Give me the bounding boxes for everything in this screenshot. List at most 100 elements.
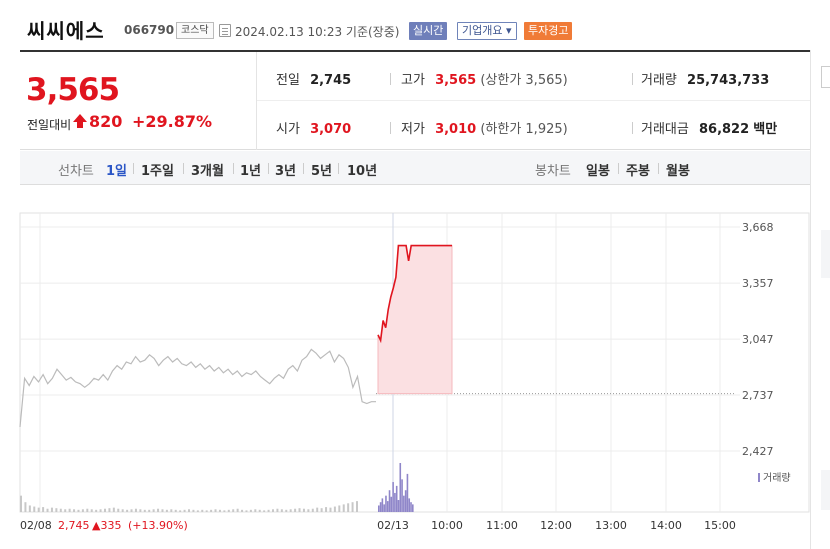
volume-bar xyxy=(249,509,252,512)
open-value: 3,070 xyxy=(310,122,352,137)
volume-bar xyxy=(399,463,402,512)
volume-bar xyxy=(403,495,405,512)
volume-bar xyxy=(81,509,84,512)
volume-bar xyxy=(272,509,274,512)
volume-bar xyxy=(379,502,382,512)
prev-close-cell: 전일 2,745 xyxy=(276,69,351,88)
volume-bar xyxy=(121,509,124,512)
low-value: 3,010 xyxy=(435,122,477,137)
realtime-button[interactable]: 실시간 xyxy=(409,22,448,40)
tab-divider xyxy=(268,163,269,174)
x-tick-label: 13:00 xyxy=(595,519,627,532)
open-cell: 시가 3,070 xyxy=(276,118,351,137)
volume-bar xyxy=(33,506,36,512)
volume-bar xyxy=(223,510,226,512)
volume-bar xyxy=(394,492,396,512)
volume-bar xyxy=(37,507,40,512)
low-cell: 저가 3,010 (하한가 1,925) xyxy=(401,118,568,137)
trade-value: 86,822 xyxy=(698,122,750,137)
volume-legend-label: 거래량 xyxy=(763,472,791,484)
investment-warning-badge[interactable]: 투자경고 xyxy=(524,22,573,40)
volume-bar xyxy=(397,500,400,512)
volume-bar xyxy=(90,509,93,512)
tab-divider xyxy=(133,163,134,174)
volume-bar xyxy=(68,508,71,512)
volume-bar xyxy=(385,495,387,512)
tab-weekly-candle[interactable]: 주봉 xyxy=(626,164,650,179)
y-tick-label: 3,047 xyxy=(742,333,774,346)
today-price-line xyxy=(377,244,452,344)
volume-bar xyxy=(64,509,67,512)
tab-1week[interactable]: 1주일 xyxy=(141,164,174,179)
volume-value: 25,743,733 xyxy=(687,73,770,88)
tab-5year[interactable]: 5년 xyxy=(311,164,333,179)
tab-1day[interactable]: 1일 xyxy=(106,164,128,179)
volume-bar xyxy=(258,509,261,512)
volume-bar xyxy=(316,507,319,512)
volume-bar xyxy=(356,501,358,512)
volume-bar xyxy=(104,508,106,512)
volume-bar xyxy=(378,505,380,512)
tab-divider xyxy=(658,163,659,174)
high-label: 고가 xyxy=(401,73,425,88)
tab-1year[interactable]: 1년 xyxy=(240,164,262,179)
summary-row-divider xyxy=(257,100,810,101)
side-stripe xyxy=(821,230,830,278)
volume-bar xyxy=(183,509,186,512)
price-summary: 3,565 전일대비 820 +29.87% 전일 2,745 고가 3,565… xyxy=(20,50,810,150)
volume-bar xyxy=(174,509,177,512)
x-tick-label: 10:00 xyxy=(431,519,463,532)
volume-bar xyxy=(395,485,398,512)
tab-3year[interactable]: 3년 xyxy=(275,164,297,179)
side-panel-tab[interactable] xyxy=(821,66,830,88)
volume-bar xyxy=(170,509,173,512)
cell-divider xyxy=(390,73,391,85)
volume-bar xyxy=(130,509,133,512)
volume-bar xyxy=(386,501,389,512)
volume-bar xyxy=(401,479,403,512)
volume-bar xyxy=(20,495,22,512)
summary-divider xyxy=(256,52,257,150)
tab-10year[interactable]: 10년 xyxy=(347,164,378,179)
volume-bar xyxy=(73,509,76,512)
x-tick-label: 02/13 xyxy=(377,519,409,532)
tab-daily-candle[interactable]: 일봉 xyxy=(586,164,610,179)
volume-bar xyxy=(329,507,332,512)
volume-bar xyxy=(307,509,310,512)
cell-divider xyxy=(632,122,633,134)
tab-divider xyxy=(183,163,184,174)
tab-divider xyxy=(233,163,234,174)
volume-bar xyxy=(152,509,155,512)
diff-label: 전일대비 xyxy=(27,118,72,132)
x-tick-label: 12:00 xyxy=(540,519,572,532)
volume-bar xyxy=(157,508,160,512)
y-tick-label: 2,737 xyxy=(742,389,774,402)
company-overview-dropdown[interactable]: 기업개요 ▾ xyxy=(457,22,517,40)
chart-grid xyxy=(19,212,810,513)
volume-bar xyxy=(267,509,270,512)
high-cell: 고가 3,565 (상한가 3,565) xyxy=(401,69,568,88)
volume-bar xyxy=(139,509,142,512)
high-value: 3,565 xyxy=(435,73,477,88)
low-label: 저가 xyxy=(401,122,425,137)
title-bar: 씨씨에스 066790 코스닥 2024.02.13 10:23 기준(장중) … xyxy=(0,0,830,50)
tab-3month[interactable]: 3개월 xyxy=(191,164,224,179)
volume-bar xyxy=(42,507,45,512)
volume-bar xyxy=(404,490,407,512)
prev-close-value: 2,745 xyxy=(310,73,352,88)
volume-bar xyxy=(302,508,305,512)
volume-bar xyxy=(218,509,221,512)
prev-day-change: ▲335 xyxy=(92,519,121,532)
up-triangle-icon xyxy=(73,114,87,128)
volume-bar xyxy=(236,508,239,512)
tab-divider xyxy=(303,163,304,174)
volume-bar xyxy=(201,509,204,512)
tab-monthly-candle[interactable]: 월봉 xyxy=(666,164,690,179)
volume-bar xyxy=(117,508,120,512)
volume-bar xyxy=(406,473,409,512)
volume-bar xyxy=(320,508,323,512)
volume-bar xyxy=(412,504,414,512)
y-tick-label: 3,668 xyxy=(742,221,774,234)
price-chart[interactable]: 3,668 3,357 3,047 2,737 2,427 02/08 02/13 10:00… xyxy=(0,185,830,549)
